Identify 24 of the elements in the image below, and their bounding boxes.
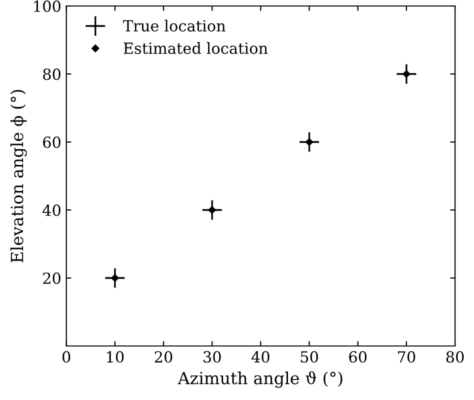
- x-tick-label: 10: [107, 351, 124, 363]
- x-tick-label: 70: [398, 351, 416, 363]
- point: [306, 138, 314, 146]
- x-axis-title: Azimuth angle ϑ (°): [178, 371, 342, 388]
- legend-label: Estimated location: [124, 42, 268, 54]
- y-tick-label: 20: [43, 272, 60, 284]
- point: [396, 63, 418, 85]
- point: [208, 206, 216, 214]
- point: [402, 70, 410, 78]
- x-tick-label: 30: [204, 351, 221, 363]
- x-tick-label: 0: [62, 351, 70, 363]
- y-tick-label: 60: [43, 136, 60, 148]
- y-tick-label: 40: [42, 204, 60, 216]
- x-tick-label: 20: [154, 351, 172, 363]
- x-tick-label: 80: [446, 351, 464, 363]
- point: [202, 199, 223, 221]
- x-tick-label: 40: [251, 351, 270, 363]
- legend-label: True location: [123, 20, 226, 32]
- y-axis-title: Elevation angle ϕ (°): [10, 90, 27, 262]
- point: [298, 131, 320, 153]
- y-tick-label: 80: [43, 68, 60, 80]
- x-tick-label: 50: [300, 351, 318, 363]
- x-tick-label: 60: [349, 351, 367, 363]
- y-tick-label: 100: [34, 0, 60, 12]
